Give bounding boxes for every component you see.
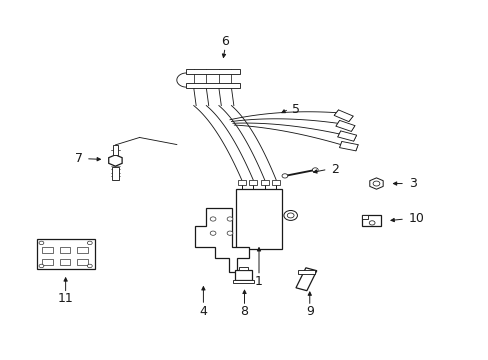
Bar bbox=[186, 83, 239, 88]
Circle shape bbox=[368, 221, 374, 225]
Circle shape bbox=[372, 181, 379, 186]
Polygon shape bbox=[339, 141, 357, 151]
Bar bbox=[37, 239, 95, 270]
Circle shape bbox=[39, 241, 44, 245]
Circle shape bbox=[284, 211, 297, 220]
Bar bbox=[77, 259, 88, 265]
Bar bbox=[238, 180, 245, 185]
Bar bbox=[77, 247, 88, 253]
Bar bbox=[42, 247, 53, 253]
Polygon shape bbox=[337, 131, 356, 141]
Bar bbox=[249, 180, 257, 185]
Text: 10: 10 bbox=[408, 212, 424, 225]
Bar bbox=[232, 280, 254, 283]
Circle shape bbox=[39, 264, 44, 268]
Text: 7: 7 bbox=[74, 152, 82, 165]
Text: 4: 4 bbox=[199, 305, 207, 318]
Circle shape bbox=[210, 217, 216, 221]
Bar bbox=[60, 247, 70, 253]
Circle shape bbox=[226, 231, 232, 235]
Circle shape bbox=[282, 174, 287, 178]
Circle shape bbox=[87, 264, 92, 268]
Bar bbox=[272, 180, 280, 185]
Text: 5: 5 bbox=[291, 103, 299, 116]
Circle shape bbox=[312, 168, 318, 172]
Bar bbox=[297, 270, 314, 274]
Bar bbox=[361, 215, 381, 226]
Bar bbox=[236, 189, 282, 249]
Polygon shape bbox=[335, 120, 354, 131]
Circle shape bbox=[210, 231, 216, 235]
Circle shape bbox=[87, 241, 92, 245]
Polygon shape bbox=[333, 110, 352, 122]
Bar bbox=[60, 259, 70, 265]
Bar bbox=[113, 145, 118, 155]
Polygon shape bbox=[369, 178, 383, 189]
Text: 9: 9 bbox=[305, 305, 313, 318]
Bar bbox=[260, 180, 268, 185]
Text: 8: 8 bbox=[240, 305, 248, 318]
Polygon shape bbox=[295, 268, 316, 291]
Bar bbox=[361, 215, 367, 219]
Polygon shape bbox=[108, 155, 122, 166]
Text: 1: 1 bbox=[255, 275, 263, 288]
Text: 11: 11 bbox=[58, 292, 73, 305]
Text: 6: 6 bbox=[221, 35, 229, 48]
Bar bbox=[234, 270, 252, 280]
Circle shape bbox=[286, 213, 293, 218]
Circle shape bbox=[226, 217, 232, 221]
Bar bbox=[112, 167, 119, 180]
Text: 2: 2 bbox=[331, 163, 339, 176]
Bar bbox=[42, 259, 53, 265]
Bar bbox=[238, 267, 248, 270]
Polygon shape bbox=[195, 208, 249, 272]
Text: 3: 3 bbox=[408, 177, 416, 190]
Bar bbox=[186, 69, 239, 74]
